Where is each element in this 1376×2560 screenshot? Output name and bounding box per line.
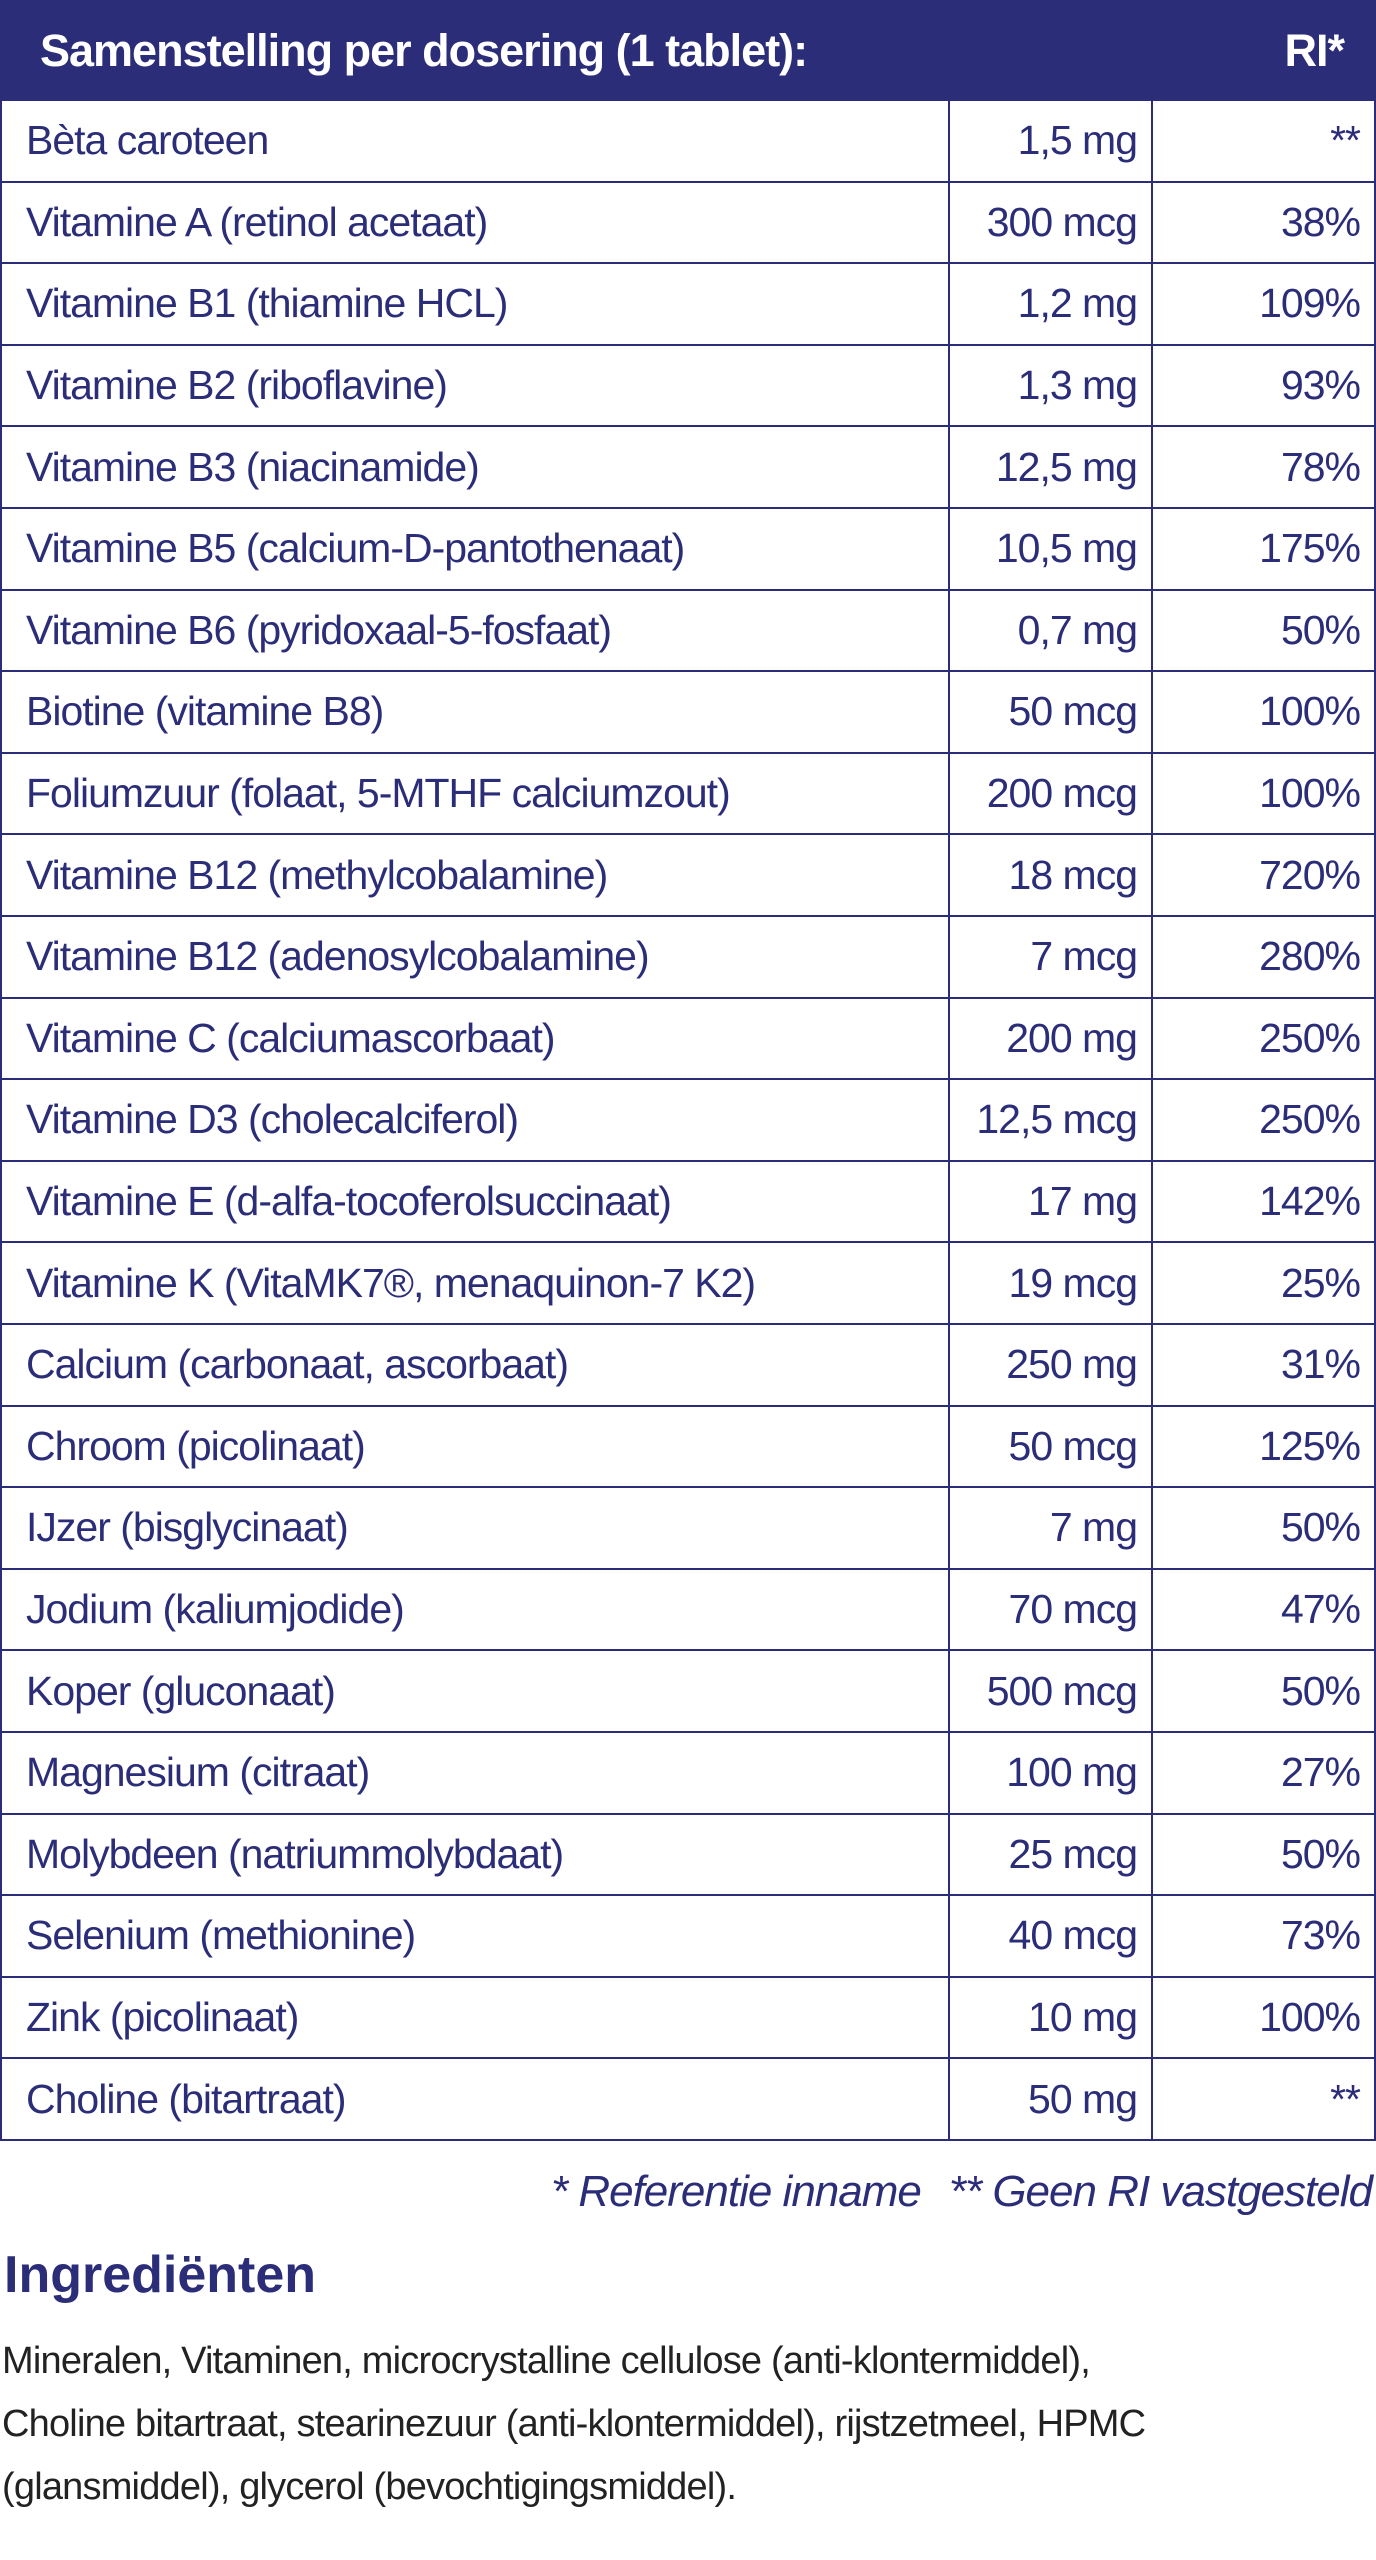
header-ri: RI* [1284, 24, 1345, 76]
nutrient-name: Calcium (carbonaat, ascorbaat) [0, 1325, 948, 1407]
ri-value: 720% [1151, 835, 1376, 917]
amount: 1,2 mg [948, 264, 1151, 346]
nutrient-name: Vitamine B12 (adenosylcobalamine) [0, 917, 948, 999]
amount: 25 mcg [948, 1814, 1151, 1897]
nutrient-name: Magnesium (citraat) [0, 1733, 948, 1815]
ri-value: 27% [1151, 1733, 1376, 1815]
amount: 19 mcg [948, 1243, 1151, 1325]
ri-value: 31% [1151, 1325, 1376, 1407]
ri-value: 78% [1151, 427, 1376, 509]
nutrient-name: Choline (bitartraat) [0, 2059, 948, 2141]
nutrient-name: Biotine (vitamine B8) [0, 672, 948, 754]
nutrient-name: Vitamine K (VitaMK7®, menaquinon-7 K2) [0, 1243, 948, 1325]
nutrient-name: Vitamine D3 (cholecalciferol) [0, 1080, 948, 1162]
amount: 250 mg [948, 1325, 1151, 1407]
header-title: Samenstelling per dosering (1 tablet): [40, 24, 808, 76]
amount: 0,7 mg [948, 590, 1151, 673]
amount: 10,5 mg [948, 509, 1151, 591]
nutrient-name: Foliumzuur (folaat, 5-MTHF calciumzout) [0, 753, 948, 836]
nutrient-name: Vitamine A (retinol acetaat) [0, 182, 948, 265]
ri-value: 100% [1151, 672, 1376, 754]
footnote: * Referentie inname [550, 2167, 922, 2216]
nutrient-name: Jodium (kaliumjodide) [0, 1569, 948, 1652]
ingredients-line: Choline bitartraat, stearinezuur (anti-k… [2, 2403, 1146, 2445]
amount: 50 mcg [948, 672, 1151, 754]
ingredients-title: Ingrediënten [4, 2246, 317, 2304]
nutrient-name: Selenium (methionine) [0, 1896, 948, 1978]
nutrient-name: Bèta caroteen [0, 101, 948, 183]
ri-value: 50% [1151, 1488, 1376, 1570]
nutrient-name: Vitamine B3 (niacinamide) [0, 427, 948, 509]
nutrient-name: Vitamine C (calciumascorbaat) [0, 998, 948, 1081]
ri-value: 175% [1151, 509, 1376, 591]
nutrient-name: Vitamine E (d-alfa-tocoferolsuccinaat) [0, 1161, 948, 1244]
amount: 50 mg [948, 2059, 1151, 2141]
ri-value: 38% [1151, 182, 1376, 265]
amount: 1,3 mg [948, 345, 1151, 428]
amount: 200 mg [948, 998, 1151, 1081]
ri-value: 25% [1151, 1243, 1376, 1325]
amount: 18 mcg [948, 835, 1151, 917]
amount: 12,5 mcg [948, 1080, 1151, 1162]
ri-value: 109% [1151, 264, 1376, 346]
ri-value: 47% [1151, 1569, 1376, 1652]
footnotes: * Referentie inname ** Geen RI vastgeste… [550, 2160, 1373, 2224]
ri-value: 93% [1151, 345, 1376, 428]
ri-value: 125% [1151, 1406, 1376, 1489]
nutrient-name: Zink (picolinaat) [0, 1977, 948, 2060]
amount: 7 mg [948, 1488, 1151, 1570]
nutrient-name: Vitamine B1 (thiamine HCL) [0, 264, 948, 346]
ri-value: ** [1151, 101, 1376, 183]
nutrient-name: IJzer (bisglycinaat) [0, 1488, 948, 1570]
nutrient-name: Koper (gluconaat) [0, 1651, 948, 1733]
ri-value: 280% [1151, 917, 1376, 999]
ri-value: 100% [1151, 753, 1376, 836]
amount: 40 mcg [948, 1896, 1151, 1978]
amount: 1,5 mg [948, 101, 1151, 183]
ri-value: 50% [1151, 1814, 1376, 1897]
ri-value: ** [1151, 2059, 1376, 2141]
amount: 12,5 mg [948, 427, 1151, 509]
nutrient-name: Vitamine B2 (riboflavine) [0, 345, 948, 428]
ri-value: 142% [1151, 1161, 1376, 1244]
ri-value: 250% [1151, 998, 1376, 1081]
footnote: ** Geen RI vastgesteld [948, 2167, 1373, 2216]
nutrient-name: Molybdeen (natriummolybdaat) [0, 1814, 948, 1897]
ri-value: 250% [1151, 1080, 1376, 1162]
nutrient-name: Vitamine B6 (pyridoxaal-5-fosfaat) [0, 590, 948, 673]
ri-value: 73% [1151, 1896, 1376, 1978]
nutrient-name: Vitamine B5 (calcium-D-pantothenaat) [0, 509, 948, 591]
table-header: Samenstelling per dosering (1 tablet): R… [0, 0, 1376, 101]
nutrient-name: Vitamine B12 (methylcobalamine) [0, 835, 948, 917]
amount: 100 mg [948, 1733, 1151, 1815]
ingredients-line: Mineralen, Vitaminen, microcrystalline c… [2, 2340, 1091, 2382]
amount: 70 mcg [948, 1569, 1151, 1652]
amount: 17 mg [948, 1161, 1151, 1244]
nutrient-name: Chroom (picolinaat) [0, 1406, 948, 1489]
ri-value: 100% [1151, 1977, 1376, 2060]
ingredients-line: (glansmiddel), glycerol (bevochtigingsmi… [2, 2466, 737, 2508]
amount: 300 mcg [948, 182, 1151, 265]
amount: 10 mg [948, 1977, 1151, 2060]
ri-value: 50% [1151, 1651, 1376, 1733]
amount: 200 mcg [948, 753, 1151, 836]
ri-value: 50% [1151, 590, 1376, 673]
amount: 50 mcg [948, 1406, 1151, 1489]
amount: 7 mcg [948, 917, 1151, 999]
amount: 500 mcg [948, 1651, 1151, 1733]
